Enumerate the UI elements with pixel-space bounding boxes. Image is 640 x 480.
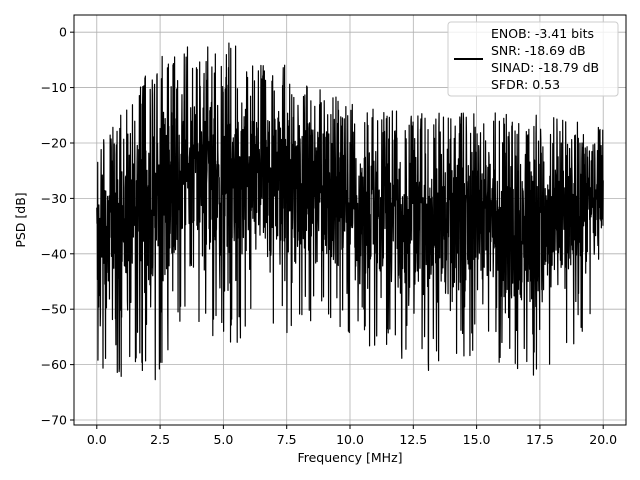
y-tick-label: −30 (41, 191, 67, 206)
legend-enob: ENOB: -3.41 bits (491, 26, 594, 41)
legend-sfdr: SFDR: 0.53 (491, 77, 560, 92)
psd-line (96, 42, 604, 381)
x-tick-label: 7.5 (277, 432, 297, 447)
psd-series (96, 42, 604, 381)
y-tick-label: −60 (41, 357, 67, 372)
x-tick-label: 5.0 (213, 432, 233, 447)
x-tick-label: 12.5 (399, 432, 427, 447)
y-axis-ticks: 0 −10 −20 −30 −40 −50 −60 −70 (41, 25, 74, 428)
legend-sinad: SINAD: -18.79 dB (491, 60, 599, 75)
x-axis-label: Frequency [MHz] (297, 450, 402, 465)
y-tick-label: 0 (59, 25, 67, 40)
y-tick-label: −10 (41, 80, 67, 95)
y-tick-label: −20 (41, 135, 67, 150)
legend-box (447, 21, 619, 97)
y-tick-label: −50 (41, 302, 67, 317)
x-tick-label: 17.5 (526, 432, 554, 447)
y-tick-label: −40 (41, 246, 67, 261)
x-tick-label: 20.0 (589, 432, 617, 447)
y-tick-label: −70 (41, 413, 67, 428)
x-tick-label: 15.0 (463, 432, 491, 447)
x-tick-label: 10.0 (336, 432, 364, 447)
x-tick-label: 2.5 (150, 432, 170, 447)
x-axis-ticks: 0.0 2.5 5.0 7.5 10.0 12.5 15.0 17.5 20.0 (87, 425, 617, 447)
y-axis-label: PSD [dB] (13, 192, 28, 247)
legend: ENOB: -3.41 bits SNR: -18.69 dB SINAD: -… (447, 21, 619, 97)
legend-snr: SNR: -18.69 dB (491, 43, 586, 58)
x-tick-label: 0.0 (87, 432, 107, 447)
